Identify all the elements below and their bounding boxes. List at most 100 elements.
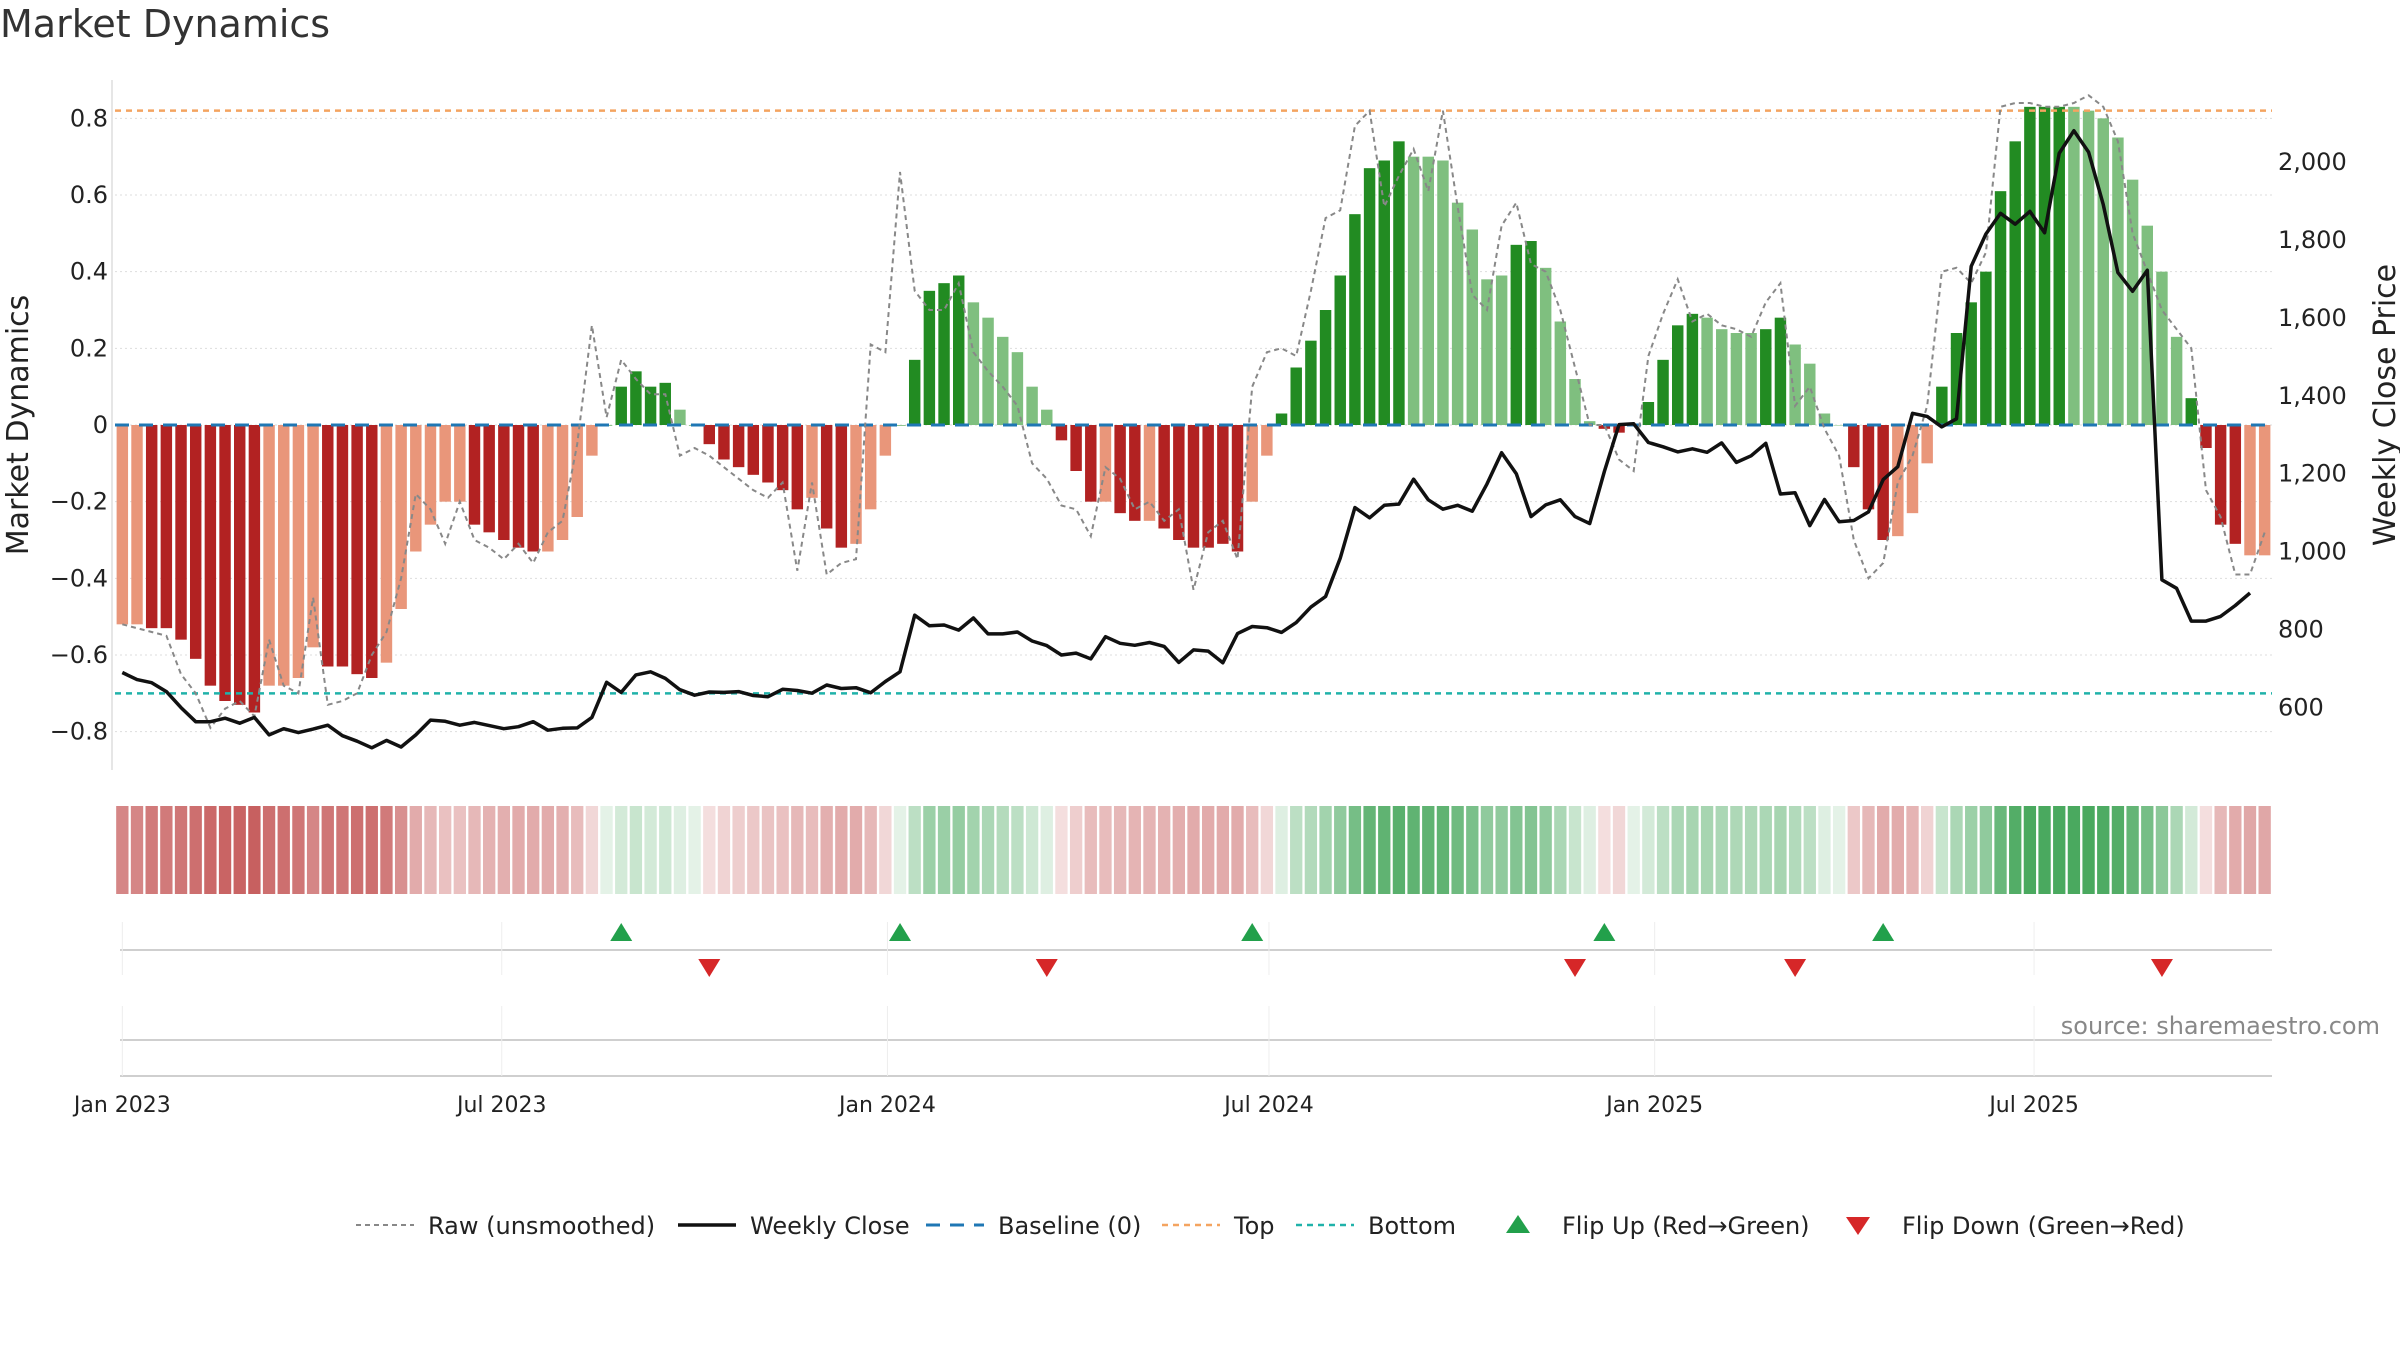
legend-item: Flip Down (Green→Red) xyxy=(1846,1212,2185,1240)
dynamics-bar xyxy=(674,409,686,425)
regime-cell xyxy=(791,806,804,894)
regime-cell xyxy=(2038,806,2051,894)
dynamics-bar xyxy=(586,425,598,456)
regime-cell xyxy=(1480,806,1494,894)
dynamics-bar xyxy=(278,425,290,686)
dynamics-bar xyxy=(1187,425,1200,548)
regime-cell xyxy=(1598,806,1611,894)
dynamics-bar xyxy=(1657,359,1669,425)
dynamics-bar xyxy=(1055,425,1068,441)
dynamics-bar xyxy=(835,425,848,548)
dynamics-bar xyxy=(1833,425,1845,426)
legend: Raw (unsmoothed) Weekly Close Baseline (0)… xyxy=(356,1212,2185,1240)
regime-cell xyxy=(336,806,349,894)
dynamics-bar xyxy=(1407,156,1420,425)
regime-cell xyxy=(541,806,555,894)
regime-cell xyxy=(1994,806,2007,894)
dynamics-bar xyxy=(2141,225,2153,425)
dynamics-bar xyxy=(644,386,657,425)
regime-cell xyxy=(1304,806,1318,894)
regime-cell xyxy=(527,806,540,894)
dynamics-bar xyxy=(292,425,305,678)
regime-cell xyxy=(1187,806,1200,894)
flip-markers xyxy=(120,922,2272,977)
regime-cell xyxy=(952,806,965,894)
regime-cell xyxy=(380,806,393,894)
legend-label: Baseline (0) xyxy=(998,1212,1141,1240)
regime-cell xyxy=(996,806,1009,894)
dynamics-bar xyxy=(2185,398,2198,425)
dynamics-bar xyxy=(2009,141,2021,426)
right-tick-label: 1,000 xyxy=(2278,538,2347,566)
regime-cell xyxy=(981,806,995,894)
regime-cell xyxy=(1392,806,1406,894)
right-tick-label: 1,600 xyxy=(2278,304,2347,332)
legend-item: Baseline (0) xyxy=(926,1212,1141,1240)
regime-cell xyxy=(497,806,511,894)
dynamics-bar xyxy=(1965,302,1977,425)
regime-cell xyxy=(1788,806,1802,894)
regime-cell xyxy=(1172,806,1185,894)
left-tick-label: 0.8 xyxy=(70,104,108,132)
dynamics-bar xyxy=(762,425,774,483)
regime-cell xyxy=(1216,806,1230,894)
dynamics-bar xyxy=(1760,329,1772,425)
dynamics-bar xyxy=(410,425,422,552)
regime-cell xyxy=(1407,806,1420,894)
dynamics-bar xyxy=(820,425,833,529)
dynamics-bar xyxy=(1862,425,1875,510)
regime-cell xyxy=(1143,806,1156,894)
dynamics-bar xyxy=(1686,313,1699,425)
dynamics-bar xyxy=(1539,267,1552,425)
dynamics-bar xyxy=(850,425,862,544)
regime-cell xyxy=(512,806,525,894)
raw-unsmoothed-line xyxy=(122,94,2266,730)
dynamics-bar xyxy=(116,425,129,625)
left-tick-label: 0 xyxy=(93,411,108,439)
legend-item: Weekly Close xyxy=(678,1212,910,1240)
dynamics-bar xyxy=(1804,363,1816,425)
legend-flip-up-swatch xyxy=(1506,1215,1530,1233)
dynamics-bar xyxy=(1070,425,1082,471)
dynamics-bar xyxy=(1950,333,1963,425)
flip-up-marker xyxy=(1872,923,1895,941)
dynamics-bar xyxy=(1892,425,1904,537)
right-tick-label: 600 xyxy=(2278,694,2324,722)
dynamics-bar xyxy=(1774,317,1787,425)
dynamics-bar xyxy=(204,425,217,686)
dynamics-bar xyxy=(439,425,451,502)
flip-up-marker xyxy=(1241,923,1264,941)
dynamics-bar xyxy=(2024,106,2036,425)
regime-cell xyxy=(409,806,422,894)
regime-cell xyxy=(1069,806,1083,894)
regime-cell xyxy=(923,806,936,894)
dynamics-bar xyxy=(1026,386,1038,425)
dynamics-bar xyxy=(2097,118,2109,425)
regime-cell xyxy=(673,806,687,894)
regime-cell xyxy=(218,806,232,894)
legend-item: Flip Up (Red→Green) xyxy=(1506,1212,1810,1240)
regime-cell xyxy=(424,806,437,894)
legend-label: Flip Up (Red→Green) xyxy=(1562,1212,1810,1240)
regime-cell xyxy=(1671,806,1684,894)
chart-title: Market Dynamics xyxy=(0,2,331,46)
regime-cell xyxy=(2067,806,2081,894)
regime-cell xyxy=(820,806,833,894)
dynamics-bar xyxy=(2244,425,2256,556)
regime-cell xyxy=(937,806,951,894)
regime-cell xyxy=(1319,806,1332,894)
regime-cell xyxy=(2082,806,2095,894)
regime-cell xyxy=(248,806,261,894)
dynamics-bar xyxy=(2068,106,2080,425)
dynamics-bars xyxy=(116,106,2271,713)
dynamics-bar xyxy=(1789,344,1801,425)
dynamics-bar xyxy=(1246,425,1258,502)
regime-cell xyxy=(1539,806,1552,894)
left-tick-label: 0.6 xyxy=(70,181,108,209)
dynamics-bar xyxy=(1422,156,1434,425)
dynamics-bar xyxy=(2038,106,2051,425)
dynamics-bar xyxy=(189,425,202,659)
regime-cell xyxy=(277,806,290,894)
regime-cell xyxy=(2155,806,2169,894)
